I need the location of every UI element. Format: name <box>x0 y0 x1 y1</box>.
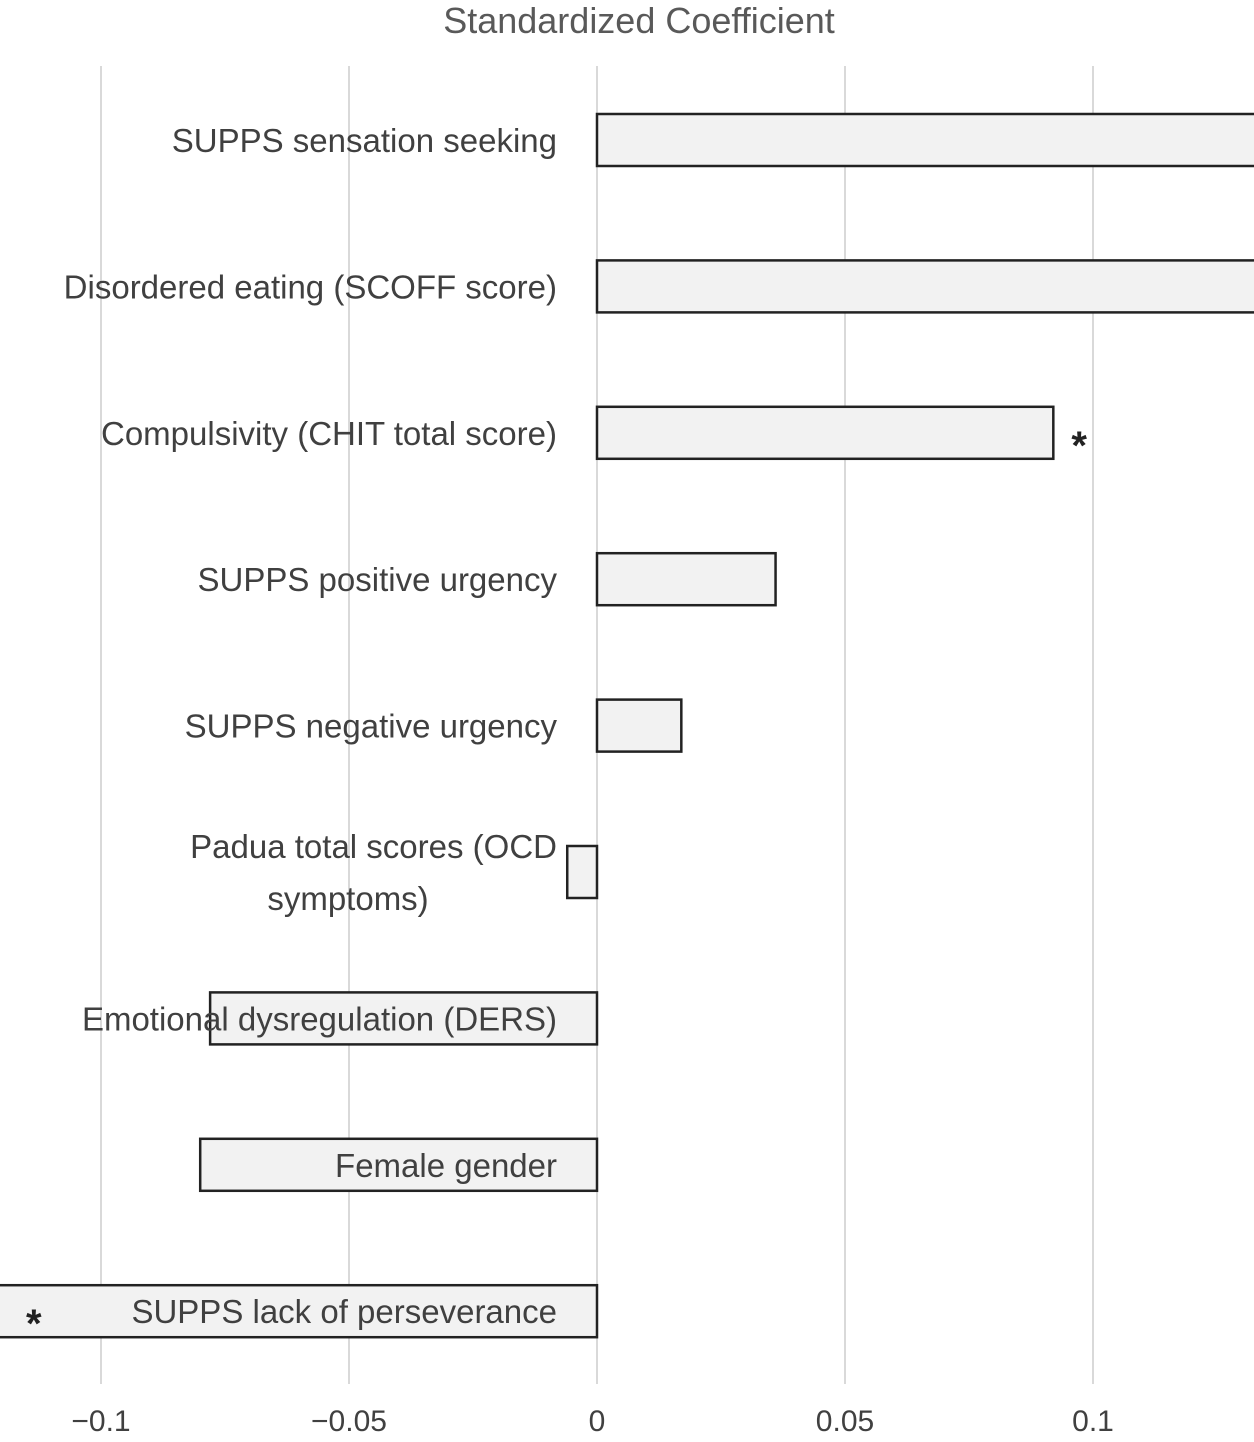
bar <box>595 259 1254 314</box>
bars <box>0 112 1254 1339</box>
category-label: Compulsivity (CHIT total score) <box>101 415 557 452</box>
category-label-line: SUPPS sensation seeking <box>172 122 557 159</box>
x-tick-label: 0.05 <box>816 1405 874 1437</box>
bar <box>595 551 777 607</box>
bar <box>198 1137 599 1193</box>
bar <box>565 844 599 900</box>
category-label: Disordered eating (SCOFF score) <box>64 268 557 305</box>
category-label: Emotional dysregulation (DERS) <box>82 1000 557 1037</box>
significance-marker: * <box>26 1302 42 1346</box>
category-label-line: Female gender <box>335 1147 557 1184</box>
category-label-line: Padua total scores (OCD <box>190 828 557 865</box>
category-label-line: SUPPS positive urgency <box>197 561 557 598</box>
bar <box>0 1283 599 1339</box>
x-tick-label: −0.1 <box>71 1405 130 1437</box>
category-label: SUPPS lack of perseverance <box>131 1293 557 1330</box>
category-label: Padua total scores (OCD symptoms) <box>190 828 557 917</box>
category-label: SUPPS positive urgency <box>197 561 557 598</box>
bar <box>208 991 599 1046</box>
x-tick-label: −0.05 <box>311 1405 387 1437</box>
category-label: SUPPS sensation seeking <box>172 122 557 159</box>
category-label-line: symptoms) <box>267 880 428 917</box>
bar <box>595 112 1254 168</box>
category-label-line: SUPPS negative urgency <box>185 708 558 745</box>
chart-title: Standardized Coefficient <box>443 0 835 41</box>
category-label: Female gender <box>335 1147 557 1184</box>
category-label-line: Disordered eating (SCOFF score) <box>64 268 557 305</box>
category-label-line: SUPPS lack of perseverance <box>131 1293 557 1330</box>
x-tick-label: 0 <box>589 1405 606 1437</box>
bar <box>595 405 1055 461</box>
category-labels: SUPPS sensation seeking Disordered eating… <box>64 122 558 1330</box>
significance-markers: **** <box>26 424 1087 1346</box>
category-label: SUPPS negative urgency <box>185 708 558 745</box>
category-label-line: Emotional dysregulation (DERS) <box>82 1000 557 1037</box>
significance-marker: * <box>1071 424 1087 468</box>
x-tick-label: 0.1 <box>1072 1405 1114 1437</box>
bar <box>595 698 683 753</box>
category-label-line: Compulsivity (CHIT total score) <box>101 415 557 452</box>
